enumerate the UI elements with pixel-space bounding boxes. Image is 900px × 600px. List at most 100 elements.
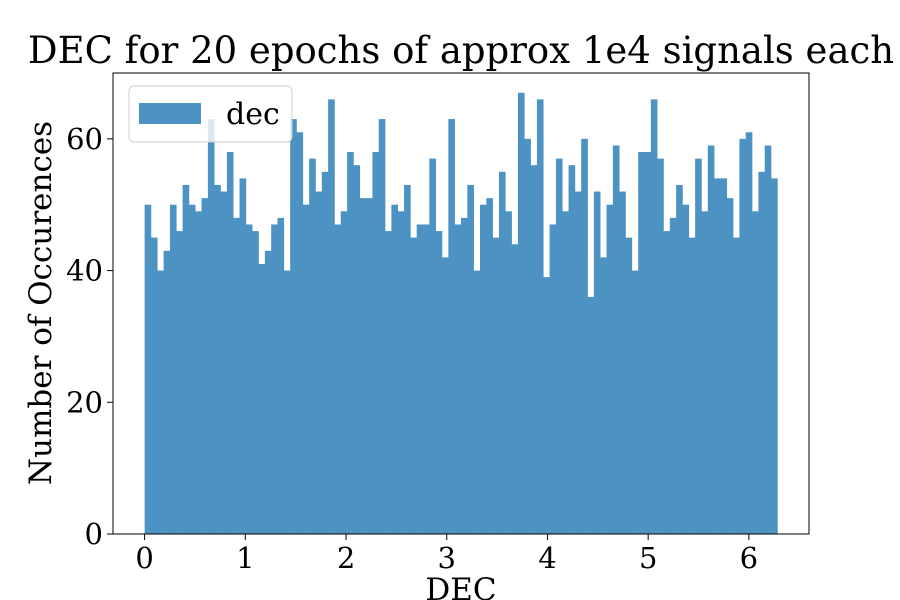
- histogram-bar: [220, 191, 228, 535]
- histogram-bar: [366, 198, 373, 534]
- histogram-bar: [372, 152, 380, 534]
- histogram-bar: [157, 270, 164, 534]
- histogram-bar: [176, 231, 183, 535]
- histogram-bar: [619, 191, 626, 535]
- histogram-bar: [524, 138, 531, 534]
- histogram-bar: [549, 224, 557, 534]
- histogram-bar: [492, 237, 500, 534]
- histogram-bar: [473, 270, 481, 534]
- histogram-bar: [144, 204, 152, 534]
- histogram-bar: [461, 217, 468, 534]
- legend-frame: [128, 85, 293, 143]
- histogram-bar: [701, 211, 709, 535]
- x-tick-label: 3: [438, 541, 456, 575]
- histogram-bar: [163, 250, 171, 535]
- y-tick-label: 60: [66, 122, 103, 156]
- histogram-bar: [271, 224, 278, 534]
- histogram-bar: [606, 204, 614, 534]
- histogram-bar: [347, 152, 354, 534]
- histogram-bar: [195, 211, 202, 535]
- histogram-bar: [688, 237, 696, 534]
- histogram-bar: [397, 211, 405, 535]
- histogram-bar: [638, 152, 645, 534]
- x-tick-label: 1: [236, 541, 254, 575]
- histogram-bar: [714, 178, 721, 534]
- histogram-bar: [726, 198, 734, 534]
- histogram-bar: [264, 250, 272, 535]
- histogram-bar: [517, 92, 525, 534]
- x-axis-ticks: 0 1 2 3 4 5 6: [135, 534, 758, 575]
- histogram-bar: [429, 158, 436, 534]
- histogram-bar: [207, 119, 215, 534]
- histogram-bar: [644, 152, 652, 534]
- histogram-bar: [479, 204, 487, 534]
- histogram-bar: [505, 211, 512, 535]
- histogram-bar: [733, 237, 740, 534]
- histogram-bar: [498, 171, 506, 535]
- histogram-bar: [214, 184, 221, 534]
- histogram-bar: [435, 231, 443, 535]
- histogram-bar: [252, 231, 259, 535]
- histogram-bar: [309, 158, 316, 534]
- histogram-bar: [290, 119, 297, 534]
- histogram-bar: [530, 165, 538, 534]
- histogram-bar: [511, 244, 519, 534]
- histogram-bar: [752, 211, 759, 535]
- histogram-bar: [340, 211, 348, 535]
- plot-area-frame: [112, 72, 810, 535]
- histogram-bar: [581, 138, 588, 534]
- histogram-bar: [562, 211, 569, 535]
- histogram-bars: [144, 92, 778, 535]
- histogram-bar: [657, 158, 664, 534]
- histogram-bar: [625, 237, 633, 534]
- x-tick-label: 0: [135, 541, 153, 575]
- histogram-bar: [771, 178, 778, 534]
- histogram-bar: [764, 145, 772, 534]
- x-tick-label: 5: [639, 541, 657, 575]
- legend: dec: [128, 85, 293, 143]
- histogram-bar: [600, 257, 607, 534]
- histogram-bar: [555, 158, 563, 534]
- histogram-bar: [315, 191, 323, 535]
- histogram-bar: [612, 145, 620, 534]
- histogram-bar: [669, 217, 677, 534]
- histogram-bar: [201, 198, 209, 534]
- y-axis-ticks: 0 20 40 60: [66, 122, 113, 551]
- histogram-bar: [454, 224, 462, 534]
- histogram-bar: [663, 231, 671, 535]
- histogram-bar: [404, 184, 411, 534]
- histogram-bar: [543, 277, 550, 534]
- histogram-bar: [650, 99, 658, 534]
- histogram-bar: [245, 224, 253, 534]
- histogram-bar: [416, 224, 424, 534]
- histogram-bar: [359, 198, 367, 534]
- histogram-bar: [720, 178, 728, 534]
- histogram-bar: [226, 152, 234, 534]
- x-tick-label: 4: [538, 541, 556, 575]
- histogram-bar: [334, 224, 342, 534]
- x-tick-label: 6: [740, 541, 758, 575]
- histogram-bar: [568, 165, 576, 534]
- legend-swatch: [139, 103, 201, 124]
- histogram-bar: [169, 204, 177, 534]
- histogram-bar: [467, 184, 474, 534]
- y-axis-label: Number of Occurences: [23, 121, 59, 485]
- histogram-bar: [150, 237, 158, 534]
- histogram-bar: [302, 204, 310, 534]
- histogram-bar: [321, 171, 329, 535]
- y-tick-label: 40: [66, 254, 103, 288]
- histogram-bar: [745, 132, 753, 534]
- histogram-bar: [442, 257, 449, 534]
- histogram-bar: [593, 191, 601, 535]
- histogram-bar: [233, 217, 240, 534]
- histogram-bar: [182, 184, 190, 534]
- histogram-bar: [486, 198, 493, 534]
- histogram-bar: [410, 237, 418, 534]
- histogram-bar: [682, 204, 690, 534]
- histogram-bar: [448, 119, 455, 534]
- x-axis-label: DEC: [425, 572, 496, 600]
- y-tick-label: 20: [66, 385, 103, 419]
- histogram-bar: [378, 119, 386, 534]
- histogram-bar: [536, 99, 544, 534]
